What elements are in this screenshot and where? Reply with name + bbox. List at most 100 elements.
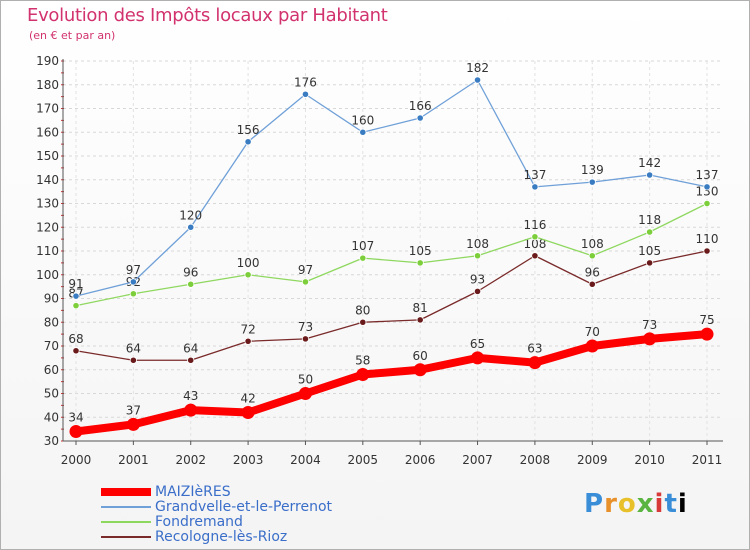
legend-label: Grandvelle-et-le-Perrenot [155,499,333,515]
data-point [416,316,424,324]
data-point [298,387,312,400]
data-label: 142 [638,156,661,170]
data-label: 91 [68,277,83,291]
y-tick-label: 30 [44,434,59,448]
data-point [72,302,80,310]
y-tick-label: 70 [44,339,59,353]
x-tick-label: 2007 [462,453,493,467]
data-point [703,247,711,255]
data-label: 160 [351,113,374,127]
data-point [72,347,80,355]
data-point [129,356,137,364]
data-label: 166 [409,99,432,113]
data-point [588,178,596,186]
data-point [528,356,542,370]
legend-swatch [101,488,151,496]
data-label: 34 [68,411,83,425]
series-line-2 [75,202,708,307]
data-point [356,368,370,381]
x-tick-label: 2003 [233,453,264,467]
legend-label: Recologne-lès-Rioz [155,529,288,545]
x-tick-label: 2001 [118,453,149,467]
y-tick-label: 60 [44,363,59,377]
y-tick-label: 160 [36,125,59,139]
y-tick-label: 140 [36,173,59,187]
data-point [359,318,367,326]
data-label: 96 [183,265,198,279]
data-point [531,252,539,260]
data-label: 156 [237,123,260,137]
data-point [703,183,711,191]
x-tick-label: 2011 [692,453,723,467]
data-point [129,290,137,298]
data-point [301,335,310,343]
data-label: 96 [585,265,600,279]
series-line-0 [72,330,711,436]
data-point [359,254,367,262]
data-point [301,278,310,286]
data-label: 176 [294,75,317,89]
legend-label: MAIZIèRES [155,484,231,500]
y-tick-label: 100 [36,268,59,282]
data-point [585,339,599,353]
x-tick-label: 2010 [634,453,665,467]
x-tick-label: 2002 [175,453,206,467]
series-line-3 [75,250,708,361]
y-tick-label: 80 [44,315,59,329]
data-label: 93 [470,272,485,286]
data-label: 108 [581,237,604,251]
data-label: 42 [240,392,255,406]
data-label: 108 [466,237,489,251]
data-label: 97 [298,263,313,277]
y-tick-label: 130 [36,197,59,211]
x-tick-label: 2004 [290,453,321,467]
data-label: 116 [523,218,546,232]
data-label: 130 [696,185,719,199]
chart-subtitle: (en € et par an) [29,29,116,42]
data-label: 43 [183,389,198,403]
x-tick-label: 2006 [405,453,436,467]
data-point [646,171,654,179]
data-point [471,351,485,365]
data-point [241,406,255,419]
data-label: 73 [298,320,313,334]
data-point [187,356,195,364]
data-label: 80 [355,303,370,317]
data-label: 37 [126,403,141,417]
data-point [416,259,424,267]
data-point [473,76,482,84]
data-label: 107 [351,239,374,253]
data-point [69,425,83,438]
data-label: 65 [470,337,485,351]
x-tick-label: 2005 [348,453,379,467]
data-label: 72 [240,322,255,336]
data-label: 105 [409,244,432,258]
data-point [301,90,310,98]
data-point [646,228,654,236]
data-point [187,280,195,288]
data-label: 64 [126,341,141,355]
legend-swatch [101,521,151,523]
data-point [244,138,252,146]
data-label: 110 [696,232,719,246]
data-label: 81 [413,301,428,315]
data-label: 70 [585,325,600,339]
data-label: 105 [638,244,661,258]
data-point [413,363,427,377]
data-point [184,403,198,417]
data-point [646,259,654,267]
data-label: 182 [466,61,489,75]
data-label: 50 [298,373,313,387]
data-label: 68 [68,332,83,346]
data-label: 97 [126,263,141,277]
data-point [531,183,539,191]
data-label: 63 [527,342,542,356]
x-tick-label: 2009 [577,453,608,467]
legend-swatch [101,536,151,538]
legend-swatch [101,506,151,508]
data-point [473,252,482,260]
data-point [72,292,80,300]
y-tick-label: 170 [36,102,59,116]
data-point [700,327,714,341]
